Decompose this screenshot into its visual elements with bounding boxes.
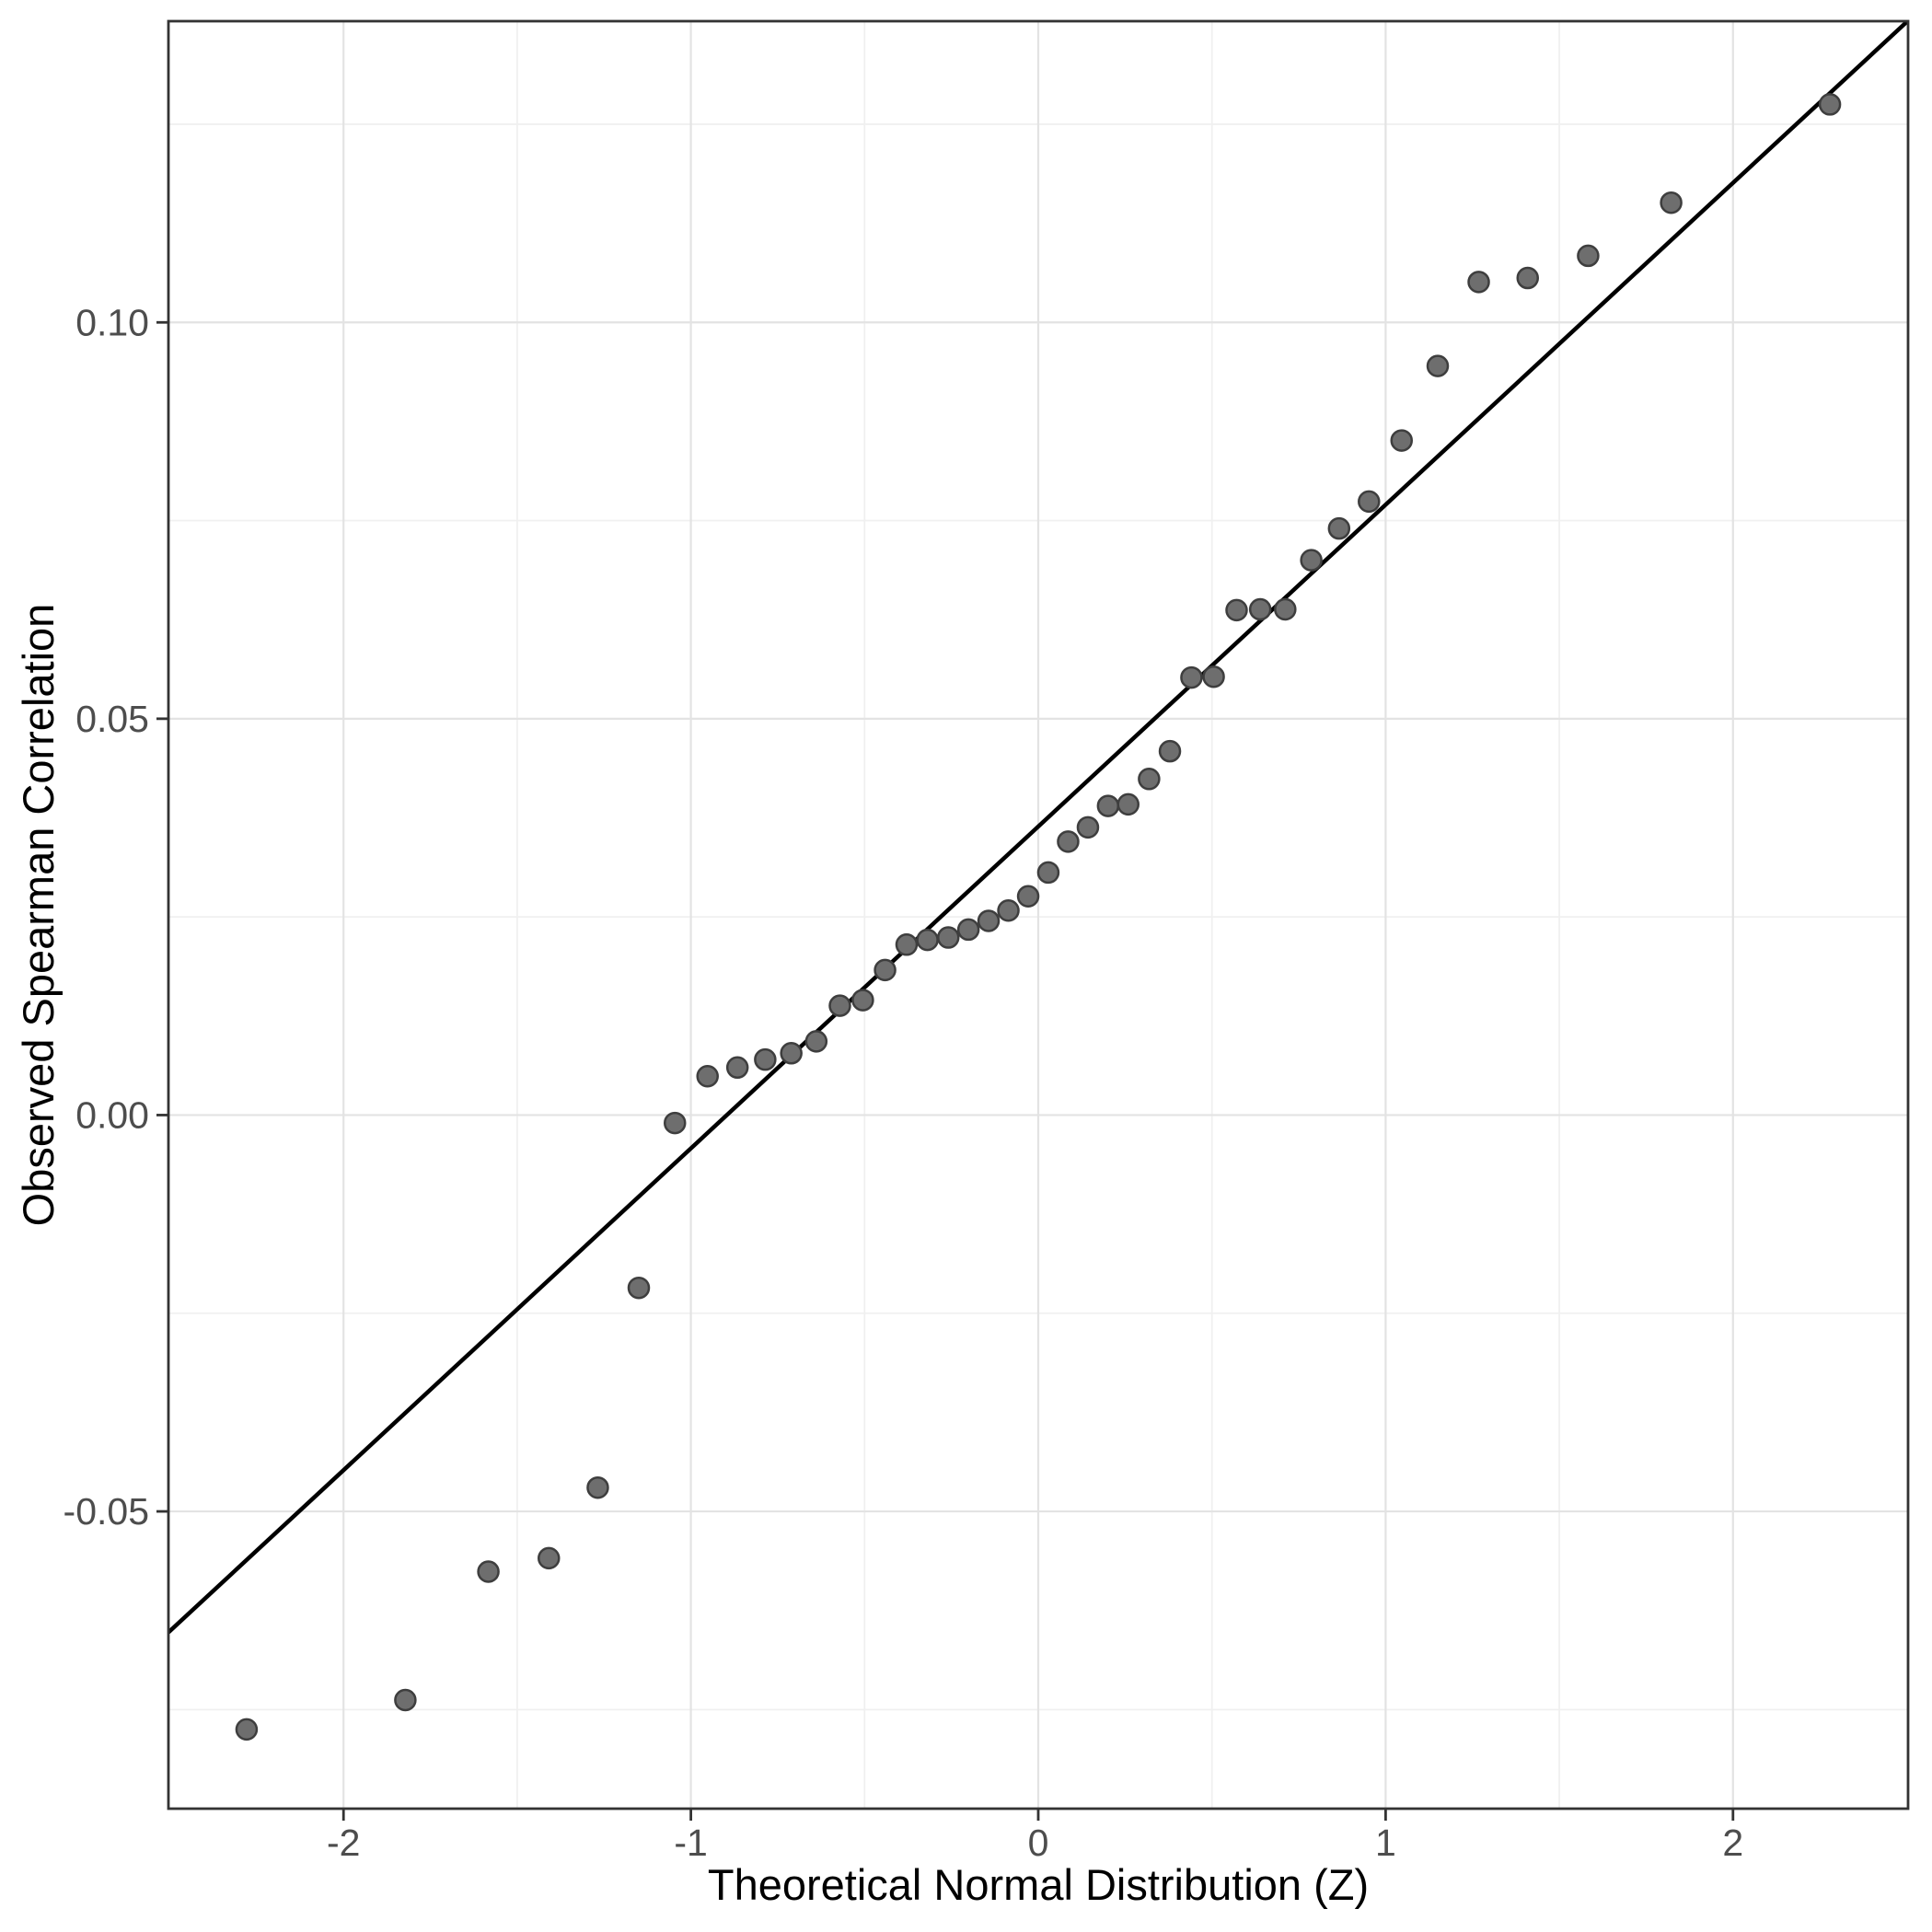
major-gridlines [168,21,1908,1809]
x-tick-label: 1 [1375,1822,1396,1864]
data-point [1327,516,1351,540]
data-point [586,1475,609,1499]
data-point [235,1718,259,1741]
y-axis-title: Observed Spearman Correlation [14,604,63,1227]
x-tick-label: 2 [1722,1822,1743,1864]
data-point [1274,597,1297,621]
data-point [537,1546,561,1570]
data-point [1516,266,1540,290]
data-point [663,1111,687,1135]
data-point [1158,739,1182,763]
data-point [780,1042,803,1065]
qq-reference-line [168,21,1908,1635]
data-point [997,899,1020,922]
data-point [725,1056,749,1080]
axis-tick-marks [156,320,1735,1821]
reference-line-group [168,21,1908,1635]
y-tick-label: 0.00 [75,1093,149,1136]
data-point [977,909,1001,932]
data-point [1180,665,1203,689]
y-tick-label: -0.05 [64,1490,149,1533]
data-point [937,926,960,949]
axis-tick-labels: -2 -1 0 1 2 0.10 0.05 0.00 -0.05 [64,301,1744,1864]
data-point [1096,794,1120,817]
data-point [1076,816,1100,839]
data-point [1577,244,1600,268]
data-point [627,1276,651,1300]
data-point [1036,861,1060,885]
data-point [1225,598,1248,622]
data-point [1660,191,1683,214]
y-tick-label: 0.05 [75,698,149,740]
data-point [1300,549,1323,572]
data-point [956,918,980,942]
data-point [828,994,851,1017]
data-point [1138,768,1161,791]
data-point [1016,885,1040,908]
x-tick-label: -2 [327,1822,360,1864]
data-point [394,1688,417,1712]
data-point [873,958,897,982]
x-axis-title: Theoretical Normal Distribution (Z) [708,1860,1369,1909]
x-tick-label: -1 [674,1822,707,1864]
scatter-points-group [235,93,1842,1741]
data-point [1818,93,1842,116]
y-tick-label: 0.10 [75,301,149,343]
x-tick-label: 0 [1028,1822,1049,1864]
data-point [1202,665,1225,688]
data-point [804,1030,828,1053]
data-point [1057,830,1080,853]
data-point [851,989,874,1012]
data-point [1467,271,1490,294]
data-point [1358,490,1381,514]
data-point [754,1047,777,1071]
data-point [916,928,939,952]
data-point [696,1065,719,1088]
data-point [1248,597,1272,621]
data-point [477,1560,500,1583]
data-point [895,933,919,956]
data-point [1426,354,1450,377]
data-point [1390,429,1414,452]
data-point [1116,792,1140,816]
